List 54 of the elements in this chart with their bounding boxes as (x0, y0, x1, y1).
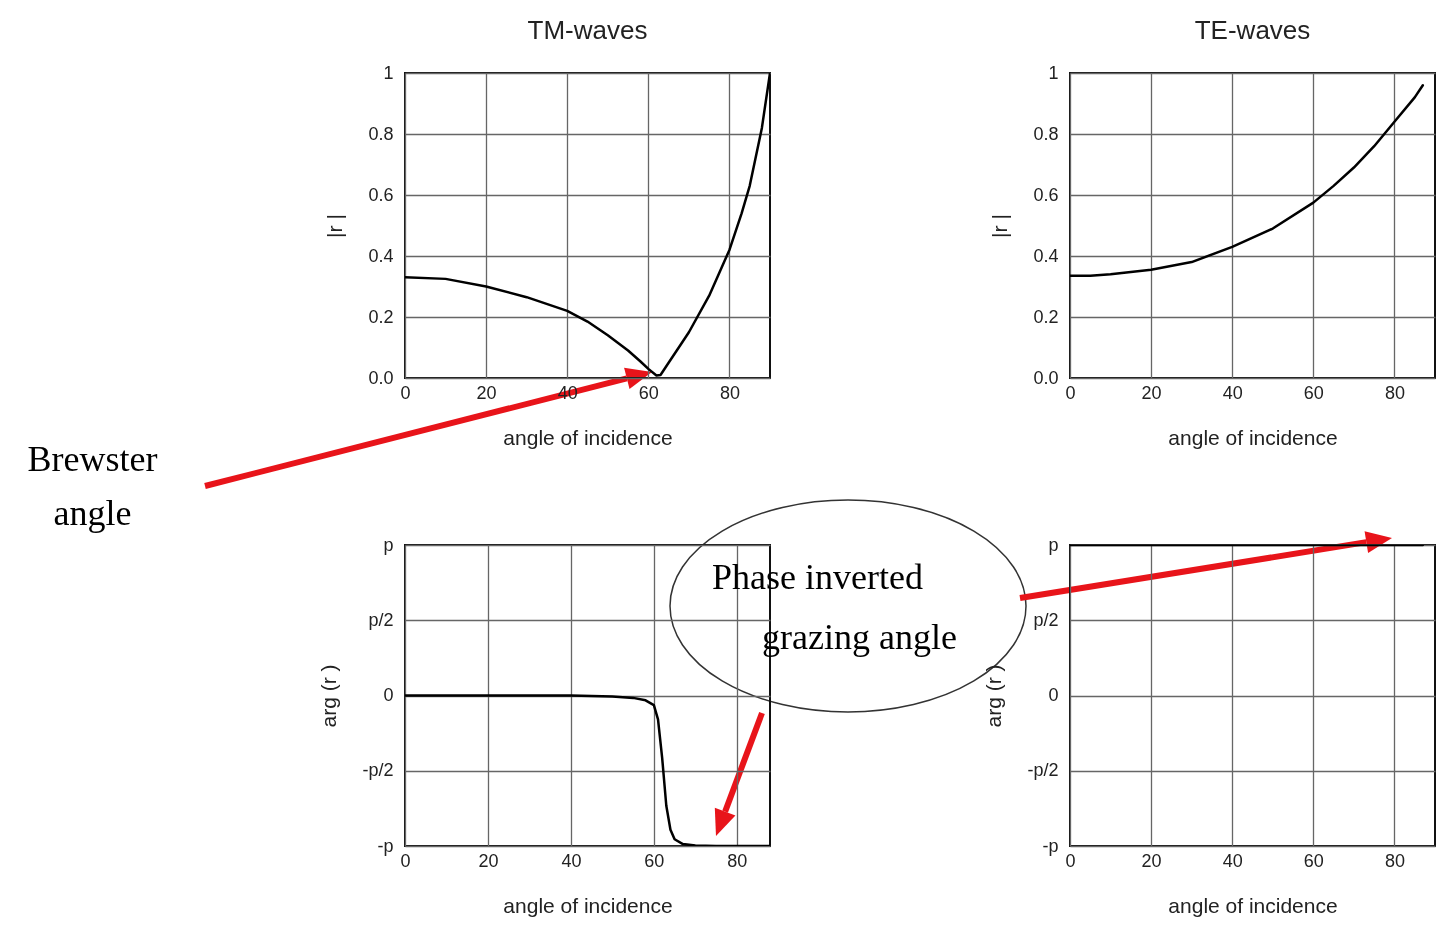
y-tick-label: 0.8 (1033, 123, 1059, 144)
y-tick-label: 0.6 (1033, 184, 1059, 205)
y-axis-title: arg (r ) (317, 664, 341, 728)
y-tick-label: 0.4 (368, 245, 394, 266)
y-tick-label: p/2 (1033, 609, 1059, 630)
y-tick-label: 0 (383, 685, 394, 705)
x-tick-label: 0 (400, 382, 411, 403)
line-series (1070, 83, 1425, 278)
y-axis-title: |r | (323, 214, 347, 238)
x-axis-title: angle of incidence (503, 893, 673, 917)
y-tick-label: -p (377, 835, 394, 856)
x-tick-label: 40 (1222, 850, 1243, 871)
y-tick-label: 0.8 (368, 123, 394, 144)
x-tick-label: 80 (1384, 382, 1405, 403)
y-axis-title: |r | (988, 214, 1012, 238)
y-tick-label: -p/2 (362, 760, 394, 781)
y-tick-label: 0.4 (1033, 245, 1059, 266)
x-tick-label: 20 (478, 850, 499, 871)
x-tick-label: 20 (476, 382, 497, 403)
y-tick-label: 0.2 (1033, 306, 1059, 327)
y-tick-label: 0.0 (1033, 367, 1059, 388)
x-axis-title: angle of incidence (1168, 893, 1338, 917)
x-axis-title: angle of incidence (1168, 425, 1338, 449)
y-tick-label: 0.6 (368, 184, 394, 205)
y-tick-label: 1 (383, 62, 394, 83)
y-axis-title: arg (r ) (982, 664, 1006, 728)
y-tick-label: -p (1042, 835, 1059, 856)
x-tick-label: 60 (1303, 382, 1324, 403)
x-tick-label: 60 (644, 850, 665, 871)
x-tick-label: 40 (1222, 382, 1243, 403)
y-tick-label: 0.2 (368, 306, 394, 327)
y-tick-label: -p/2 (1027, 760, 1059, 781)
y-tick-label: p (1048, 534, 1059, 555)
y-tick-label: 0 (1048, 685, 1059, 705)
x-tick-label: 0 (1065, 850, 1076, 871)
x-tick-label: 20 (1141, 382, 1162, 403)
y-tick-label: 0.0 (368, 367, 394, 388)
x-tick-label: 80 (719, 382, 740, 403)
x-tick-label: 80 (1384, 850, 1405, 871)
y-tick-label: p/2 (368, 609, 394, 630)
chart-title: TM-waves (527, 15, 648, 45)
x-tick-label: 20 (1141, 850, 1162, 871)
x-tick-label: 0 (1065, 382, 1076, 403)
x-axis-title: angle of incidence (503, 425, 673, 449)
text: Brewster angle (26, 438, 159, 535)
line-series (405, 73, 770, 377)
x-tick-label: 40 (561, 850, 582, 871)
x-tick-label: 0 (400, 850, 411, 871)
chart-title: TE-waves (1194, 15, 1311, 45)
y-tick-label: p (383, 534, 394, 555)
y-tick-label: 1 (1048, 62, 1059, 83)
x-tick-label: 60 (638, 382, 659, 403)
x-tick-label: 80 (727, 850, 748, 871)
x-tick-label: 60 (1303, 850, 1324, 871)
